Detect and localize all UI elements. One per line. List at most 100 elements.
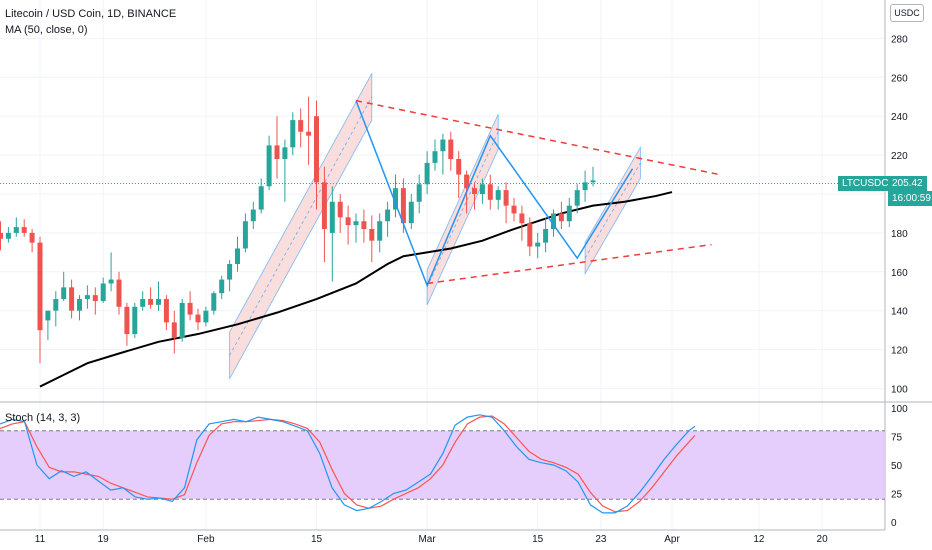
candle[interactable] (13, 227, 19, 233)
candle[interactable] (472, 188, 477, 194)
candle[interactable] (227, 264, 233, 280)
candle[interactable] (266, 145, 272, 187)
candle[interactable] (84, 295, 90, 300)
candle[interactable] (235, 248, 240, 265)
candle[interactable] (203, 310, 209, 323)
symbol-title: Litecoin / USD Coin, 1D, BINANCE (5, 8, 177, 20)
candle[interactable] (535, 242, 541, 247)
ma-legend[interactable]: MA (50, close, 0) (5, 24, 88, 36)
triangle-upper-line[interactable] (355, 99, 720, 176)
candle[interactable] (250, 209, 256, 222)
zigzag-line[interactable] (355, 100, 634, 288)
candle[interactable] (0, 232, 3, 239)
triangle-lower-line[interactable] (426, 243, 712, 285)
candle[interactable] (543, 229, 549, 243)
candle[interactable] (329, 201, 335, 233)
candle[interactable] (45, 310, 51, 321)
candle[interactable] (274, 145, 280, 159)
time-tick-label: 11 (35, 534, 46, 545)
candle[interactable] (321, 182, 327, 230)
candle[interactable] (424, 162, 430, 185)
countdown-tag: 16:00:59 (888, 191, 932, 206)
candle[interactable] (242, 221, 248, 249)
candle[interactable] (29, 232, 35, 243)
candle[interactable] (290, 120, 296, 148)
candle[interactable] (345, 217, 351, 226)
candle[interactable] (503, 190, 509, 206)
candle[interactable] (361, 221, 367, 230)
time-tick-label: 15 (311, 534, 323, 545)
candle[interactable] (353, 221, 359, 226)
candle[interactable] (187, 302, 193, 315)
candle[interactable] (314, 116, 319, 183)
candle[interactable] (432, 151, 438, 163)
stoch-title: Stoch (14, 3, 3) (5, 412, 81, 424)
candle[interactable] (211, 293, 217, 311)
stoch-k-line[interactable] (0, 414, 696, 514)
candle[interactable] (195, 314, 201, 323)
candle[interactable] (519, 213, 525, 224)
candle[interactable] (400, 188, 406, 224)
candle[interactable] (179, 302, 185, 338)
candle[interactable] (416, 184, 422, 202)
candle[interactable] (487, 184, 493, 200)
last-price-tag: 205.42 (888, 176, 927, 191)
candle[interactable] (306, 131, 312, 136)
candle[interactable] (140, 299, 146, 307)
candle[interactable] (590, 180, 596, 183)
symbol-legend[interactable]: Litecoin / USD Coin, 1D, BINANCE (5, 8, 176, 20)
candle[interactable] (337, 201, 343, 218)
stoch-tick-label: 75 (891, 433, 903, 444)
candle[interactable] (171, 322, 177, 338)
candle[interactable] (448, 139, 454, 159)
price-tick-label: 240 (891, 112, 908, 123)
price-tick-label: 100 (891, 385, 908, 396)
candle[interactable] (258, 186, 264, 210)
channel-midline (426, 131, 499, 288)
candle[interactable] (108, 279, 114, 284)
candle[interactable] (148, 299, 154, 305)
candle[interactable] (219, 279, 225, 294)
candle[interactable] (53, 299, 59, 311)
candle[interactable] (582, 182, 588, 191)
candle[interactable] (21, 227, 27, 233)
candle[interactable] (440, 139, 446, 152)
stoch-d-line[interactable] (0, 415, 696, 513)
candle[interactable] (282, 147, 288, 159)
candle[interactable] (369, 229, 375, 241)
candle[interactable] (61, 287, 67, 300)
candle[interactable] (100, 283, 106, 301)
candle[interactable] (37, 242, 43, 331)
candle[interactable] (156, 299, 161, 305)
candle[interactable] (92, 295, 98, 301)
candle[interactable] (479, 184, 485, 194)
candle[interactable] (574, 190, 580, 206)
candle[interactable] (511, 205, 517, 214)
candle[interactable] (377, 221, 383, 241)
candle[interactable] (385, 209, 391, 222)
candle[interactable] (116, 279, 122, 307)
candle[interactable] (124, 306, 130, 335)
candle[interactable] (495, 190, 501, 200)
candle[interactable] (393, 188, 398, 210)
time-tick-label: Apr (664, 534, 680, 545)
candle[interactable] (408, 201, 414, 224)
candle[interactable] (298, 120, 304, 132)
candle[interactable] (566, 205, 572, 222)
candle[interactable] (5, 232, 11, 239)
candle[interactable] (527, 223, 533, 247)
candle[interactable] (132, 306, 138, 335)
candle[interactable] (77, 299, 82, 311)
candle[interactable] (69, 287, 75, 311)
currency-button[interactable]: USDC (890, 4, 924, 22)
candle[interactable] (464, 174, 470, 189)
stoch-tick-label: 25 (891, 490, 903, 501)
stoch-legend[interactable]: Stoch (14, 3, 3) (5, 412, 80, 424)
candle[interactable] (558, 213, 564, 222)
candle[interactable] (456, 158, 462, 175)
candle[interactable] (551, 213, 556, 230)
candle[interactable] (163, 299, 169, 323)
price-tick-label: 160 (891, 268, 908, 279)
price-tick-label: 220 (891, 151, 908, 162)
